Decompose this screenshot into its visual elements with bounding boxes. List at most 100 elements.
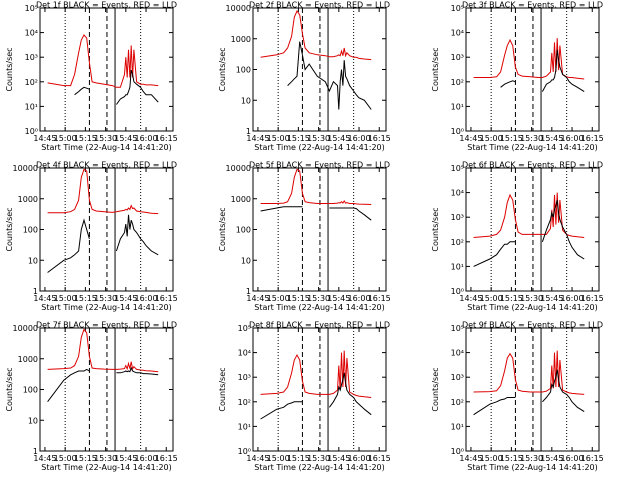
y-tick-label: 1 [246,287,251,296]
panel-title: Det 9f BLACK = Events, RED = LLD [462,321,603,330]
y-axis-label: Counts/sec [5,207,14,251]
x-tick-label: 14:45 [459,294,482,303]
x-tick-label: 15:00 [480,294,503,303]
lld-series-line [47,328,159,373]
x-tick-label: 14:45 [246,134,269,143]
det-panel: Det 8f BLACK = Events, RED = LLD 10⁰ 10¹ 10… [218,321,391,473]
y-axis-label: Counts/sec [431,367,440,411]
x-tick-label: 15:45 [540,454,563,463]
panel-title: Det 6f BLACK = Events, RED = LLD [462,161,603,170]
x-tick-label: 15:45 [327,454,350,463]
x-tick-label: 15:45 [327,134,350,143]
panel-title: Det 8f BLACK = Events, RED = LLD [249,321,390,330]
y-tick-label: 10² [25,78,38,87]
x-tick-label: 15:00 [480,134,503,143]
y-tick-label: 10⁵ [451,324,464,333]
y-tick-label: 10² [451,78,464,87]
det-panel: Det 1f BLACK = Events, RED = LLD 10⁰ 10¹ 10… [5,1,178,153]
y-tick-label: 10⁴ [25,29,38,38]
det-panel: Det 9f BLACK = Events, RED = LLD 10⁰ 10¹ 10… [431,321,604,473]
y-tick-label: 10 [28,256,38,265]
panel-title: Det 7f BLACK = Events, RED = LLD [36,321,177,330]
x-tick-label: 16:00 [348,294,371,303]
x-tick-label: 14:45 [33,134,56,143]
x-tick-label: 15:15 [500,294,523,303]
y-tick-label: 10⁵ [451,164,464,173]
x-tick-label: 16:15 [155,134,178,143]
x-tick-label: 15:30 [307,134,330,143]
x-tick-label: 15:30 [520,134,543,143]
y-tick-label: 10¹ [25,102,38,111]
y-tick-label: 10¹ [238,422,251,431]
x-tick-label: 15:00 [480,454,503,463]
events-series-line [47,214,159,273]
x-tick-label: 15:15 [287,134,310,143]
y-axis-label: Counts/sec [431,47,440,91]
y-tick-label: 10⁴ [451,349,464,358]
x-tick-label: 16:00 [135,134,158,143]
x-tick-label: 14:45 [246,294,269,303]
x-tick-label: 15:30 [307,454,330,463]
y-tick-label: 10¹ [451,422,464,431]
y-tick-label: 10⁴ [451,29,464,38]
panel-title: Det 4f BLACK = Events, RED = LLD [36,161,177,170]
x-tick-label: 15:30 [94,454,117,463]
y-tick-label: 10000 [226,164,251,173]
y-tick-label: 10¹ [451,102,464,111]
x-tick-label: 15:30 [94,294,117,303]
x-tick-label: 16:00 [561,134,584,143]
y-tick-label: 10 [241,96,251,105]
x-axis-label: Start Time (22-Aug-14 14:41:20) [41,303,172,312]
x-axis-label: Start Time (22-Aug-14 14:41:20) [254,303,385,312]
y-tick-label: 10³ [451,53,464,62]
y-tick-label: 10 [241,256,251,265]
panel-title: Det 5f BLACK = Events, RED = LLD [249,161,390,170]
y-tick-label: 1000 [18,195,38,204]
lld-series-line [47,34,159,88]
x-tick-label: 16:00 [348,454,371,463]
x-tick-label: 14:45 [459,134,482,143]
y-tick-label: 10⁵ [451,4,464,13]
x-tick-label: 15:15 [500,134,523,143]
lld-series-line [473,192,585,238]
events-series-line [47,366,159,403]
x-tick-label: 16:15 [368,134,391,143]
x-tick-label: 16:00 [561,294,584,303]
lld-series-line [47,168,159,215]
y-tick-label: 10000 [13,324,38,333]
panel-title: Det 1f BLACK = Events, RED = LLD [36,1,177,10]
events-series-line [260,372,372,420]
y-tick-label: 100 [236,226,251,235]
x-tick-label: 15:15 [500,454,523,463]
y-tick-label: 10² [451,238,464,247]
x-tick-label: 16:15 [581,134,604,143]
x-axis-label: Start Time (22-Aug-14 14:41:20) [41,463,172,472]
y-tick-label: 10⁴ [238,349,251,358]
y-axis-label: Counts/sec [218,367,227,411]
y-tick-label: 10000 [13,164,38,173]
x-tick-label: 15:30 [520,294,543,303]
y-tick-label: 100 [236,66,251,75]
y-tick-label: 1 [246,127,251,136]
x-axis-label: Start Time (22-Aug-14 14:41:20) [41,143,172,152]
x-axis-label: Start Time (22-Aug-14 14:41:20) [467,143,598,152]
y-tick-label: 10⁴ [451,189,464,198]
y-axis-label: Counts/sec [5,367,14,411]
x-tick-label: 16:15 [155,294,178,303]
events-series-line [287,41,372,110]
x-tick-label: 15:45 [114,454,137,463]
y-axis-label: Counts/sec [218,47,227,91]
x-tick-label: 15:15 [287,294,310,303]
events-series-line [473,199,585,267]
x-tick-label: 16:15 [581,294,604,303]
x-tick-label: 15:15 [74,454,97,463]
y-tick-label: 10³ [451,373,464,382]
y-tick-label: 1000 [18,355,38,364]
x-tick-label: 15:00 [267,454,290,463]
det-panel: Det 5f BLACK = Events, RED = LLD 1 10 100 10… [218,161,391,313]
y-tick-label: 1 [33,287,38,296]
lld-series-line [473,38,585,80]
y-tick-label: 10⁰ [25,127,38,136]
y-tick-label: 10⁰ [451,287,464,296]
